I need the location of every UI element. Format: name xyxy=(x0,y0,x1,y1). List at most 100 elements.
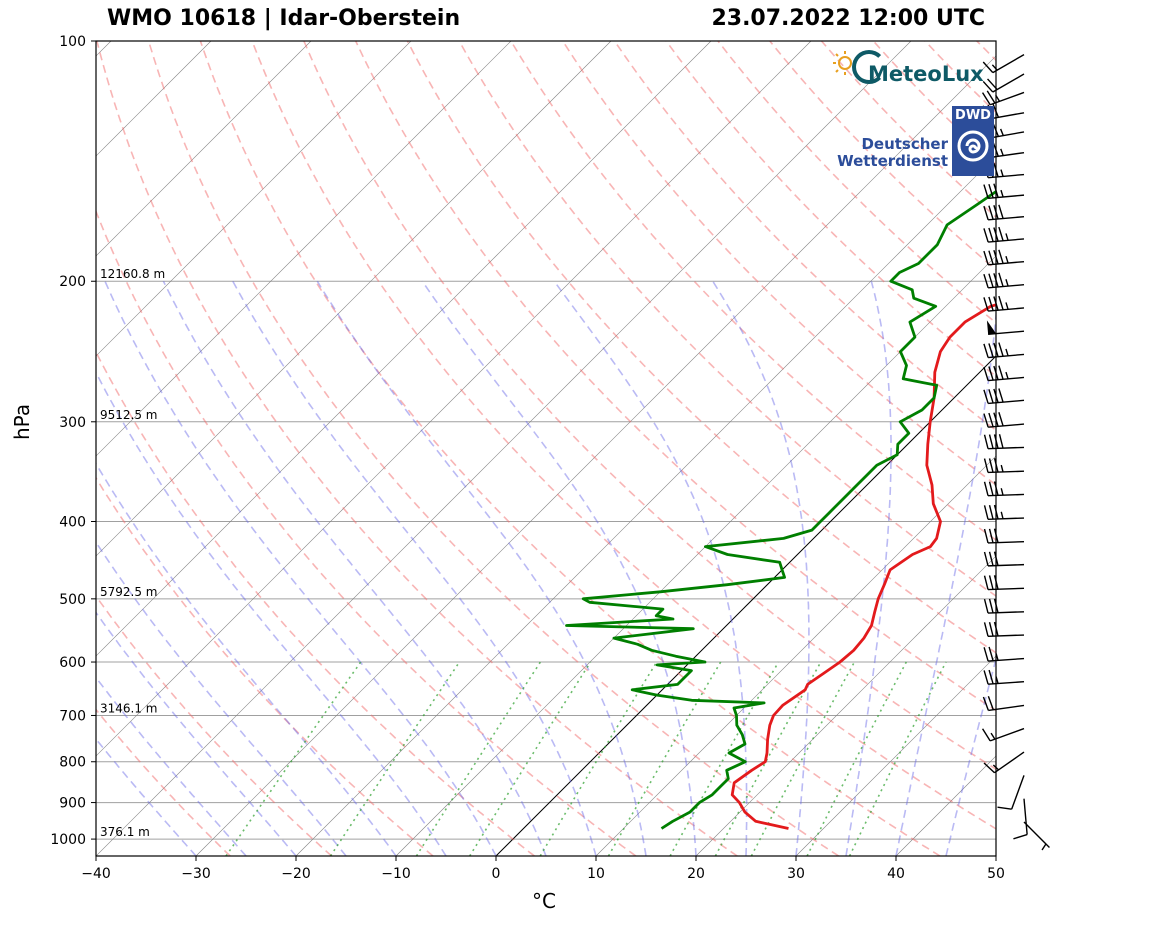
wind-barb-flag xyxy=(983,458,989,473)
wind-barb-flag xyxy=(993,342,999,357)
wind-barb xyxy=(983,646,1025,662)
wind-barb-flag xyxy=(986,90,996,104)
dry-adiabat xyxy=(354,41,996,712)
wind-barb-flag xyxy=(993,458,999,473)
wind-barb-flag xyxy=(988,434,994,449)
wind-barb-shaft xyxy=(988,194,1025,199)
temperature-tick-label: −40 xyxy=(81,866,111,882)
wind-barb-shaft xyxy=(988,353,1025,359)
wind-barb-flag xyxy=(983,389,989,404)
wind-barb-flag xyxy=(988,481,994,496)
wind-barb-half-flag xyxy=(1041,843,1047,851)
mixing-ratio-line xyxy=(607,661,722,856)
wind-barb-half-flag xyxy=(995,676,999,684)
wind-barb xyxy=(983,598,1025,614)
moist-adiabat xyxy=(895,307,996,856)
wind-barb-shaft xyxy=(988,423,1025,428)
isotherm-line xyxy=(295,155,996,856)
dry-adiabat xyxy=(613,41,996,432)
wind-barb-flag xyxy=(988,389,994,404)
isotherm-line xyxy=(96,41,912,856)
wind-barb-flag xyxy=(983,505,989,520)
wind-barb-shaft xyxy=(987,540,1025,544)
temperature-tick-label: 0 xyxy=(492,866,501,882)
wind-barb-pennant xyxy=(986,320,997,335)
wind-barb-shaft xyxy=(992,53,1025,74)
meteolux-ring-icon xyxy=(852,50,886,84)
wind-barb-flag xyxy=(993,434,999,449)
pressure-tick-label: 400 xyxy=(59,514,86,530)
wind-barb-flag xyxy=(998,204,1004,219)
isotherm-line xyxy=(0,41,11,856)
wind-barb xyxy=(981,727,1025,742)
wind-barb-flag xyxy=(993,227,999,242)
moist-adiabat xyxy=(232,280,597,856)
height-label: 12160.8 m xyxy=(100,267,165,281)
wind-barb-shaft xyxy=(988,215,1025,221)
moist-adiabat xyxy=(421,280,697,856)
wind-barb xyxy=(981,90,1025,106)
wind-barb xyxy=(982,73,1025,93)
wind-barb-shaft xyxy=(1023,798,1028,835)
wind-barb-flag xyxy=(993,162,999,178)
temperature-tick-label: 10 xyxy=(587,866,605,882)
wind-barb-shaft xyxy=(988,131,1025,139)
dwd-name-line2: Wetterdienst xyxy=(837,152,948,170)
wind-barb-flag xyxy=(992,142,999,157)
wind-barb-flag xyxy=(988,669,994,685)
wind-barb xyxy=(1023,821,1050,851)
moist-adiabat xyxy=(104,280,497,856)
wind-barb-flag xyxy=(982,80,994,93)
wind-barb xyxy=(983,204,1025,221)
wind-barb-flag xyxy=(998,295,1004,310)
wind-barb-shaft xyxy=(992,73,1025,93)
sounding-traces xyxy=(565,189,996,830)
isotherm-line xyxy=(96,41,612,557)
wind-barb xyxy=(986,320,1025,336)
mixing-ratio-line xyxy=(714,661,822,856)
dry-adiabat xyxy=(458,41,996,597)
wind-barb-half-flag xyxy=(1005,348,1009,357)
wind-barb xyxy=(983,365,1025,382)
wind-barb-flag xyxy=(988,598,994,614)
wind-barb-flag xyxy=(983,205,989,221)
wind-barb-flag xyxy=(993,528,999,543)
mixing-ratio-line xyxy=(806,661,908,856)
wind-barb xyxy=(1013,798,1028,840)
moist-adiabat xyxy=(96,676,247,856)
pressure-tick-label: 600 xyxy=(59,655,86,671)
wind-barb-flag xyxy=(988,273,994,288)
wind-barb-flag xyxy=(998,434,1004,449)
pressure-tick-label: 800 xyxy=(59,755,86,771)
moist-adiabat xyxy=(96,540,347,856)
wind-barb-flag xyxy=(998,249,1004,264)
dry-adiabat xyxy=(96,594,333,856)
wind-barb-flag xyxy=(993,481,999,496)
wind-barb-flag xyxy=(1013,833,1028,840)
wind-barb-flag xyxy=(998,365,1004,380)
wind-barb-flag xyxy=(998,342,1004,357)
wind-barb-flag xyxy=(988,343,994,358)
wind-barb-flag xyxy=(983,528,989,544)
wind-barb xyxy=(997,775,1025,810)
wind-barb-shaft xyxy=(988,307,1025,312)
dry-adiabat xyxy=(251,41,996,830)
wind-barb-flag xyxy=(988,528,994,543)
isotherm-line xyxy=(795,655,996,856)
moist-adiabat xyxy=(96,737,197,856)
wind-barb-shaft xyxy=(987,634,1025,637)
wind-barb-shaft xyxy=(989,727,1025,742)
wind-barb xyxy=(983,342,1025,359)
temperature-tick-label: −10 xyxy=(381,866,411,882)
dry-adiabat xyxy=(1080,41,1160,856)
wind-barb-flag xyxy=(983,551,989,567)
wind-barb-shaft xyxy=(988,399,1025,405)
meteolux-logo: MeteoLux xyxy=(832,48,996,96)
wind-barb xyxy=(983,183,1025,199)
moist-adiabat xyxy=(96,611,297,856)
dry-adiabat xyxy=(199,41,941,856)
moist-adiabat xyxy=(712,280,810,856)
wind-barb-shaft xyxy=(987,493,1025,497)
wind-barb-flag xyxy=(993,598,999,613)
